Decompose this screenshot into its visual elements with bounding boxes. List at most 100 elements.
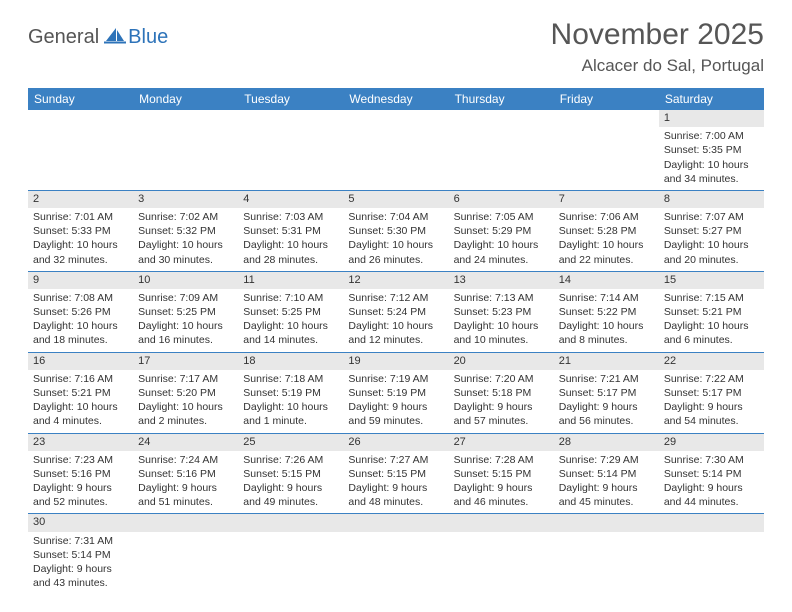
sunset-text: Sunset: 5:16 PM	[33, 467, 128, 481]
calendar-cell: 13Sunrise: 7:13 AMSunset: 5:23 PMDayligh…	[449, 271, 554, 352]
sunset-text: Sunset: 5:28 PM	[559, 224, 654, 238]
calendar-cell: 11Sunrise: 7:10 AMSunset: 5:25 PMDayligh…	[238, 271, 343, 352]
calendar-cell: 14Sunrise: 7:14 AMSunset: 5:22 PMDayligh…	[554, 271, 659, 352]
calendar-cell: 7Sunrise: 7:06 AMSunset: 5:28 PMDaylight…	[554, 190, 659, 271]
day-detail: Sunrise: 7:12 AMSunset: 5:24 PMDaylight:…	[343, 289, 448, 352]
sunrise-text: Sunrise: 7:10 AM	[243, 291, 338, 305]
daylight-text: Daylight: 10 hours and 28 minutes.	[243, 238, 338, 266]
day-detail: Sunrise: 7:14 AMSunset: 5:22 PMDaylight:…	[554, 289, 659, 352]
day-number: 25	[238, 434, 343, 451]
sunrise-text: Sunrise: 7:01 AM	[33, 210, 128, 224]
sunset-text: Sunset: 5:16 PM	[138, 467, 233, 481]
day-header: Tuesday	[238, 88, 343, 110]
calendar-cell	[238, 514, 343, 594]
sunset-text: Sunset: 5:24 PM	[348, 305, 443, 319]
daylight-text: Daylight: 10 hours and 8 minutes.	[559, 319, 654, 347]
logo: General Blue	[28, 26, 168, 49]
day-number-empty	[28, 110, 133, 127]
sunset-text: Sunset: 5:29 PM	[454, 224, 549, 238]
day-number: 17	[133, 353, 238, 370]
calendar-week-row: 2Sunrise: 7:01 AMSunset: 5:33 PMDaylight…	[28, 190, 764, 271]
day-detail: Sunrise: 7:02 AMSunset: 5:32 PMDaylight:…	[133, 208, 238, 271]
sunrise-text: Sunrise: 7:16 AM	[33, 372, 128, 386]
day-number-empty	[554, 110, 659, 127]
day-detail: Sunrise: 7:23 AMSunset: 5:16 PMDaylight:…	[28, 451, 133, 514]
sunrise-text: Sunrise: 7:14 AM	[559, 291, 654, 305]
calendar-cell: 20Sunrise: 7:20 AMSunset: 5:18 PMDayligh…	[449, 352, 554, 433]
day-number-empty	[659, 514, 764, 531]
daylight-text: Daylight: 10 hours and 32 minutes.	[33, 238, 128, 266]
day-number-empty	[343, 514, 448, 531]
calendar-body: 1Sunrise: 7:00 AMSunset: 5:35 PMDaylight…	[28, 110, 764, 594]
day-number: 27	[449, 434, 554, 451]
day-detail: Sunrise: 7:10 AMSunset: 5:25 PMDaylight:…	[238, 289, 343, 352]
sunrise-text: Sunrise: 7:21 AM	[559, 372, 654, 386]
day-number: 3	[133, 191, 238, 208]
sunrise-text: Sunrise: 7:04 AM	[348, 210, 443, 224]
sunrise-text: Sunrise: 7:12 AM	[348, 291, 443, 305]
daylight-text: Daylight: 10 hours and 18 minutes.	[33, 319, 128, 347]
daylight-text: Daylight: 9 hours and 44 minutes.	[664, 481, 759, 509]
calendar-cell: 28Sunrise: 7:29 AMSunset: 5:14 PMDayligh…	[554, 433, 659, 514]
title-block: November 2025 Alcacer do Sal, Portugal	[551, 18, 764, 76]
calendar-cell: 22Sunrise: 7:22 AMSunset: 5:17 PMDayligh…	[659, 352, 764, 433]
day-number: 4	[238, 191, 343, 208]
page-header: General Blue November 2025 Alcacer do Sa…	[28, 18, 764, 76]
calendar-week-row: 23Sunrise: 7:23 AMSunset: 5:16 PMDayligh…	[28, 433, 764, 514]
day-detail: Sunrise: 7:17 AMSunset: 5:20 PMDaylight:…	[133, 370, 238, 433]
calendar-cell	[28, 110, 133, 190]
calendar-table: Sunday Monday Tuesday Wednesday Thursday…	[28, 88, 764, 594]
sunrise-text: Sunrise: 7:07 AM	[664, 210, 759, 224]
day-detail: Sunrise: 7:27 AMSunset: 5:15 PMDaylight:…	[343, 451, 448, 514]
sunset-text: Sunset: 5:17 PM	[559, 386, 654, 400]
day-detail: Sunrise: 7:16 AMSunset: 5:21 PMDaylight:…	[28, 370, 133, 433]
day-detail: Sunrise: 7:05 AMSunset: 5:29 PMDaylight:…	[449, 208, 554, 271]
day-detail: Sunrise: 7:15 AMSunset: 5:21 PMDaylight:…	[659, 289, 764, 352]
day-number: 14	[554, 272, 659, 289]
day-number: 28	[554, 434, 659, 451]
day-header: Monday	[133, 88, 238, 110]
day-detail: Sunrise: 7:20 AMSunset: 5:18 PMDaylight:…	[449, 370, 554, 433]
calendar-cell: 5Sunrise: 7:04 AMSunset: 5:30 PMDaylight…	[343, 190, 448, 271]
day-detail: Sunrise: 7:03 AMSunset: 5:31 PMDaylight:…	[238, 208, 343, 271]
sunrise-text: Sunrise: 7:28 AM	[454, 453, 549, 467]
calendar-cell	[343, 514, 448, 594]
location-label: Alcacer do Sal, Portugal	[551, 56, 764, 76]
day-header-row: Sunday Monday Tuesday Wednesday Thursday…	[28, 88, 764, 110]
sunset-text: Sunset: 5:20 PM	[138, 386, 233, 400]
daylight-text: Daylight: 10 hours and 6 minutes.	[664, 319, 759, 347]
day-header: Friday	[554, 88, 659, 110]
day-number-empty	[238, 110, 343, 127]
day-detail: Sunrise: 7:21 AMSunset: 5:17 PMDaylight:…	[554, 370, 659, 433]
daylight-text: Daylight: 9 hours and 49 minutes.	[243, 481, 338, 509]
day-detail: Sunrise: 7:08 AMSunset: 5:26 PMDaylight:…	[28, 289, 133, 352]
daylight-text: Daylight: 9 hours and 45 minutes.	[559, 481, 654, 509]
daylight-text: Daylight: 9 hours and 43 minutes.	[33, 562, 128, 590]
daylight-text: Daylight: 9 hours and 59 minutes.	[348, 400, 443, 428]
day-number: 5	[343, 191, 448, 208]
sunset-text: Sunset: 5:23 PM	[454, 305, 549, 319]
day-number: 19	[343, 353, 448, 370]
day-number-empty	[449, 514, 554, 531]
calendar-cell: 29Sunrise: 7:30 AMSunset: 5:14 PMDayligh…	[659, 433, 764, 514]
day-detail: Sunrise: 7:31 AMSunset: 5:14 PMDaylight:…	[28, 532, 133, 595]
calendar-cell	[659, 514, 764, 594]
day-number: 11	[238, 272, 343, 289]
sunset-text: Sunset: 5:19 PM	[348, 386, 443, 400]
day-number-empty	[343, 110, 448, 127]
sunset-text: Sunset: 5:35 PM	[664, 143, 759, 157]
sunset-text: Sunset: 5:25 PM	[138, 305, 233, 319]
calendar-cell: 26Sunrise: 7:27 AMSunset: 5:15 PMDayligh…	[343, 433, 448, 514]
day-number: 20	[449, 353, 554, 370]
calendar-cell	[133, 514, 238, 594]
calendar-cell: 8Sunrise: 7:07 AMSunset: 5:27 PMDaylight…	[659, 190, 764, 271]
day-detail: Sunrise: 7:19 AMSunset: 5:19 PMDaylight:…	[343, 370, 448, 433]
day-detail: Sunrise: 7:01 AMSunset: 5:33 PMDaylight:…	[28, 208, 133, 271]
sunrise-text: Sunrise: 7:24 AM	[138, 453, 233, 467]
daylight-text: Daylight: 9 hours and 56 minutes.	[559, 400, 654, 428]
calendar-cell: 1Sunrise: 7:00 AMSunset: 5:35 PMDaylight…	[659, 110, 764, 190]
daylight-text: Daylight: 10 hours and 2 minutes.	[138, 400, 233, 428]
sunrise-text: Sunrise: 7:17 AM	[138, 372, 233, 386]
day-number-empty	[133, 110, 238, 127]
day-number: 8	[659, 191, 764, 208]
